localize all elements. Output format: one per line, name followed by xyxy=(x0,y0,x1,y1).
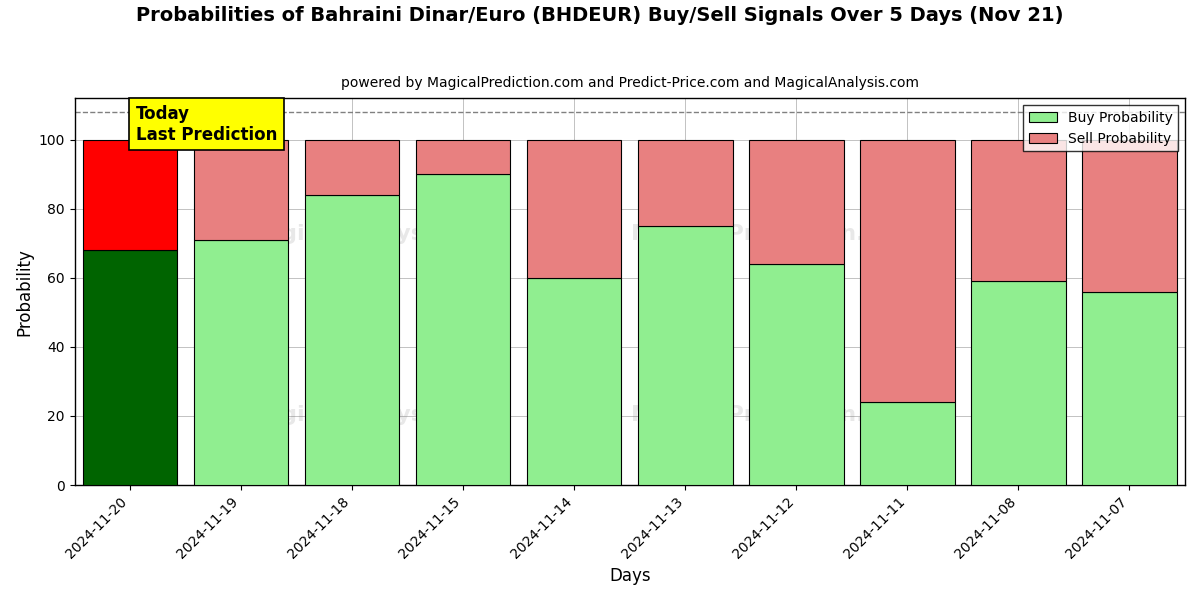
Title: powered by MagicalPrediction.com and Predict-Price.com and MagicalAnalysis.com: powered by MagicalPrediction.com and Pre… xyxy=(341,76,919,90)
Y-axis label: Probability: Probability xyxy=(16,248,34,335)
Bar xyxy=(749,264,844,485)
Bar xyxy=(194,140,288,240)
Bar xyxy=(749,140,844,264)
Bar xyxy=(305,195,400,485)
Legend: Buy Probability, Sell Probability: Buy Probability, Sell Probability xyxy=(1024,105,1178,151)
Bar xyxy=(527,278,622,485)
Bar xyxy=(638,140,732,226)
Bar xyxy=(527,140,622,278)
Bar xyxy=(860,402,955,485)
Bar xyxy=(971,281,1066,485)
Bar xyxy=(971,140,1066,281)
Text: Today
Last Prediction: Today Last Prediction xyxy=(136,105,277,144)
Text: MagicalPrediction.com: MagicalPrediction.com xyxy=(631,406,917,425)
Bar xyxy=(638,226,732,485)
Text: Probabilities of Bahraini Dinar/Euro (BHDEUR) Buy/Sell Signals Over 5 Days (Nov : Probabilities of Bahraini Dinar/Euro (BH… xyxy=(137,6,1063,25)
Bar xyxy=(416,140,510,174)
Bar xyxy=(1082,140,1177,292)
Bar xyxy=(1082,292,1177,485)
Text: MagicalAnalysis.com: MagicalAnalysis.com xyxy=(244,406,505,425)
Bar xyxy=(83,140,178,250)
Bar xyxy=(305,140,400,195)
Bar xyxy=(194,240,288,485)
Bar xyxy=(416,174,510,485)
X-axis label: Days: Days xyxy=(610,567,650,585)
Text: MagicalAnalysis.com: MagicalAnalysis.com xyxy=(244,224,505,244)
Text: MagicalPrediction.com: MagicalPrediction.com xyxy=(631,224,917,244)
Bar xyxy=(83,250,178,485)
Bar xyxy=(860,140,955,402)
